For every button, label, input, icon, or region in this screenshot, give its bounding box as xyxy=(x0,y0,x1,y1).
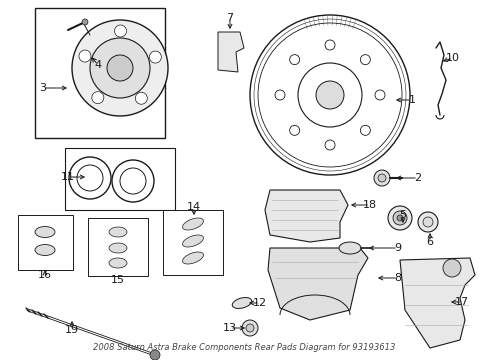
Text: 14: 14 xyxy=(186,202,201,212)
Bar xyxy=(35,8,164,138)
Circle shape xyxy=(387,206,411,230)
Circle shape xyxy=(107,55,133,81)
Circle shape xyxy=(92,92,103,104)
Text: 6: 6 xyxy=(426,237,433,247)
Text: 2008 Saturn Astra Brake Components Rear Pads Diagram for 93193613: 2008 Saturn Astra Brake Components Rear … xyxy=(93,343,395,352)
Circle shape xyxy=(135,92,147,104)
Circle shape xyxy=(245,324,253,332)
Circle shape xyxy=(149,51,161,63)
Circle shape xyxy=(242,320,258,336)
Polygon shape xyxy=(264,190,347,242)
Text: 3: 3 xyxy=(40,83,46,93)
Circle shape xyxy=(377,174,385,182)
Circle shape xyxy=(90,38,150,98)
Ellipse shape xyxy=(35,244,55,256)
Text: 4: 4 xyxy=(94,60,102,70)
Polygon shape xyxy=(218,32,244,72)
Bar xyxy=(65,148,175,210)
Ellipse shape xyxy=(35,226,55,238)
Text: 11: 11 xyxy=(61,172,75,182)
Circle shape xyxy=(274,90,285,100)
Bar xyxy=(88,218,148,276)
Circle shape xyxy=(315,81,343,109)
Text: 7: 7 xyxy=(226,13,233,23)
Circle shape xyxy=(442,259,460,277)
Text: 1: 1 xyxy=(407,95,415,105)
Circle shape xyxy=(396,215,402,221)
Bar xyxy=(163,210,223,275)
Text: 8: 8 xyxy=(394,273,401,283)
Ellipse shape xyxy=(182,235,203,247)
Circle shape xyxy=(360,125,369,135)
Circle shape xyxy=(422,217,432,227)
Circle shape xyxy=(82,19,88,25)
Text: 9: 9 xyxy=(394,243,401,253)
Text: 15: 15 xyxy=(111,275,125,285)
Circle shape xyxy=(417,212,437,232)
Circle shape xyxy=(114,25,126,37)
Text: 5: 5 xyxy=(399,210,406,220)
Ellipse shape xyxy=(109,243,127,253)
Circle shape xyxy=(360,55,369,65)
Text: 18: 18 xyxy=(362,200,376,210)
Circle shape xyxy=(289,125,299,135)
Ellipse shape xyxy=(182,218,203,230)
Circle shape xyxy=(79,50,91,62)
Circle shape xyxy=(150,350,160,360)
Text: 17: 17 xyxy=(454,297,468,307)
Circle shape xyxy=(374,90,384,100)
Text: 10: 10 xyxy=(445,53,459,63)
Circle shape xyxy=(325,40,334,50)
Text: 12: 12 xyxy=(252,298,266,308)
Ellipse shape xyxy=(109,258,127,268)
Ellipse shape xyxy=(182,252,203,264)
Circle shape xyxy=(289,55,299,65)
Text: 13: 13 xyxy=(223,323,237,333)
Text: 19: 19 xyxy=(65,325,79,335)
Ellipse shape xyxy=(338,242,360,254)
Circle shape xyxy=(72,20,168,116)
Ellipse shape xyxy=(232,297,251,309)
Circle shape xyxy=(373,170,389,186)
Text: 16: 16 xyxy=(38,270,52,280)
Ellipse shape xyxy=(109,227,127,237)
Bar xyxy=(18,215,73,270)
Circle shape xyxy=(325,140,334,150)
Polygon shape xyxy=(267,248,367,320)
Text: 2: 2 xyxy=(414,173,421,183)
Polygon shape xyxy=(399,258,474,348)
Circle shape xyxy=(392,211,406,225)
